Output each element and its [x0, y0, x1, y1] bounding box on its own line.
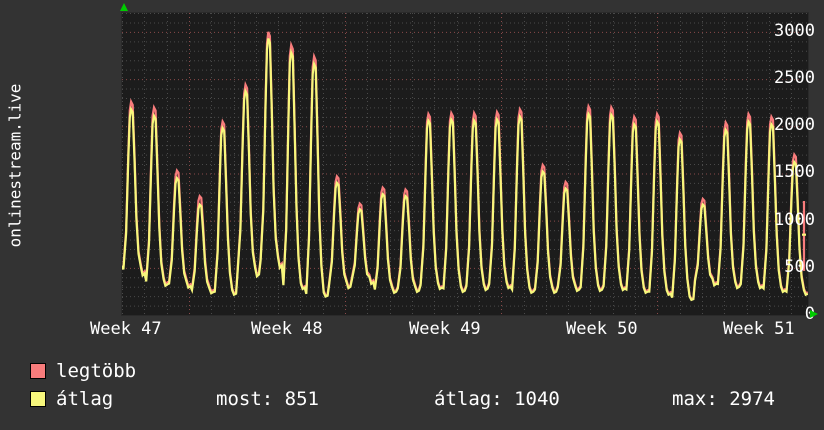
up-arrow-icon	[120, 3, 128, 11]
current-value-marker	[802, 200, 806, 271]
legend-swatch-avg	[30, 391, 46, 407]
stat-most: most: 851	[216, 388, 319, 410]
legend-label-avg: átlag	[56, 388, 114, 410]
legend-swatch-max	[30, 363, 46, 379]
y-axis-tick-0: 0	[804, 304, 815, 324]
x-axis-tick-labels: Week 47 Week 48 Week 49 Week 50 Week 51	[0, 319, 824, 341]
legend-row-avg: átlag most: 851 átlag: 1040 max: 2974	[0, 386, 824, 414]
plot-area	[122, 13, 808, 315]
y-axis-tick-500: 500	[784, 256, 815, 277]
x-axis-tick-4: Week 51	[723, 319, 795, 339]
y-axis-title: onlinestream.live	[0, 0, 30, 330]
stat-average: átlag: 1040	[434, 388, 560, 410]
right-arrow-icon	[810, 310, 818, 318]
legend-label-max: legtöbb	[56, 360, 137, 382]
y-axis-tick-2000: 2000	[774, 115, 815, 136]
legend: legtöbb átlag most: 851 átlag: 1040 max:…	[0, 356, 824, 426]
y-axis-tick-1500: 1500	[774, 162, 815, 183]
x-axis-tick-3: Week 50	[566, 319, 638, 339]
y-axis-tick-1000: 1000	[774, 209, 815, 230]
legend-row-max: legtöbb	[0, 358, 824, 386]
y-axis-tick-3000: 3000	[774, 20, 815, 41]
series-line-átlag	[122, 38, 808, 302]
x-axis-tick-2: Week 49	[409, 319, 481, 339]
x-axis-tick-0: Week 47	[90, 319, 162, 339]
x-axis-tick-1: Week 48	[251, 319, 323, 339]
y-axis-title-text: onlinestream.live	[5, 83, 25, 247]
plot-canvas	[122, 13, 808, 315]
y-axis-tick-2500: 2500	[774, 68, 815, 89]
stat-max: max: 2974	[672, 388, 775, 410]
